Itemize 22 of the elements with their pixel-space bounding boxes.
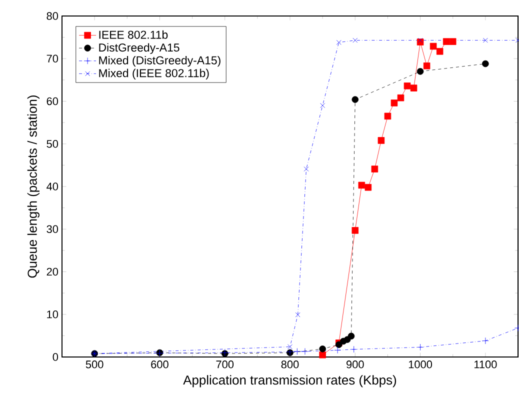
x-tick-label: 1000 (408, 360, 432, 368)
legend-label: IEEE 802.11b (99, 30, 168, 39)
legend-label: Mixed (IEEE 802.11b) (99, 68, 209, 80)
y-tick-label: 20 (46, 268, 58, 276)
y-tick-label: 0 (52, 353, 58, 361)
y-tick-label: 40 (46, 182, 58, 190)
x-axis-title: Application transmission rates (Kbps) (183, 375, 396, 388)
x-tick-label: 700 (216, 360, 234, 368)
x-tick-label: 800 (281, 360, 299, 368)
y-tick-label: 30 (46, 225, 58, 234)
x-tick-label: 500 (86, 360, 104, 368)
y-tick-label: 10 (47, 310, 58, 318)
legend-label: Mixed (DistGreedy-A15) (99, 56, 220, 67)
y-tick-label: 80 (46, 12, 58, 20)
x-tick-label: 1100 (474, 360, 497, 368)
legend-label: DistGreedy-A15 (99, 43, 180, 54)
y-tick-label: 50 (46, 140, 58, 148)
x-tick-label: 900 (346, 360, 364, 368)
x-tick-label: 600 (151, 360, 168, 368)
y-tick-label: 70 (46, 54, 58, 63)
y-axis-title: Queue length (packets / station) (27, 96, 40, 278)
y-tick-label: 60 (46, 97, 58, 106)
